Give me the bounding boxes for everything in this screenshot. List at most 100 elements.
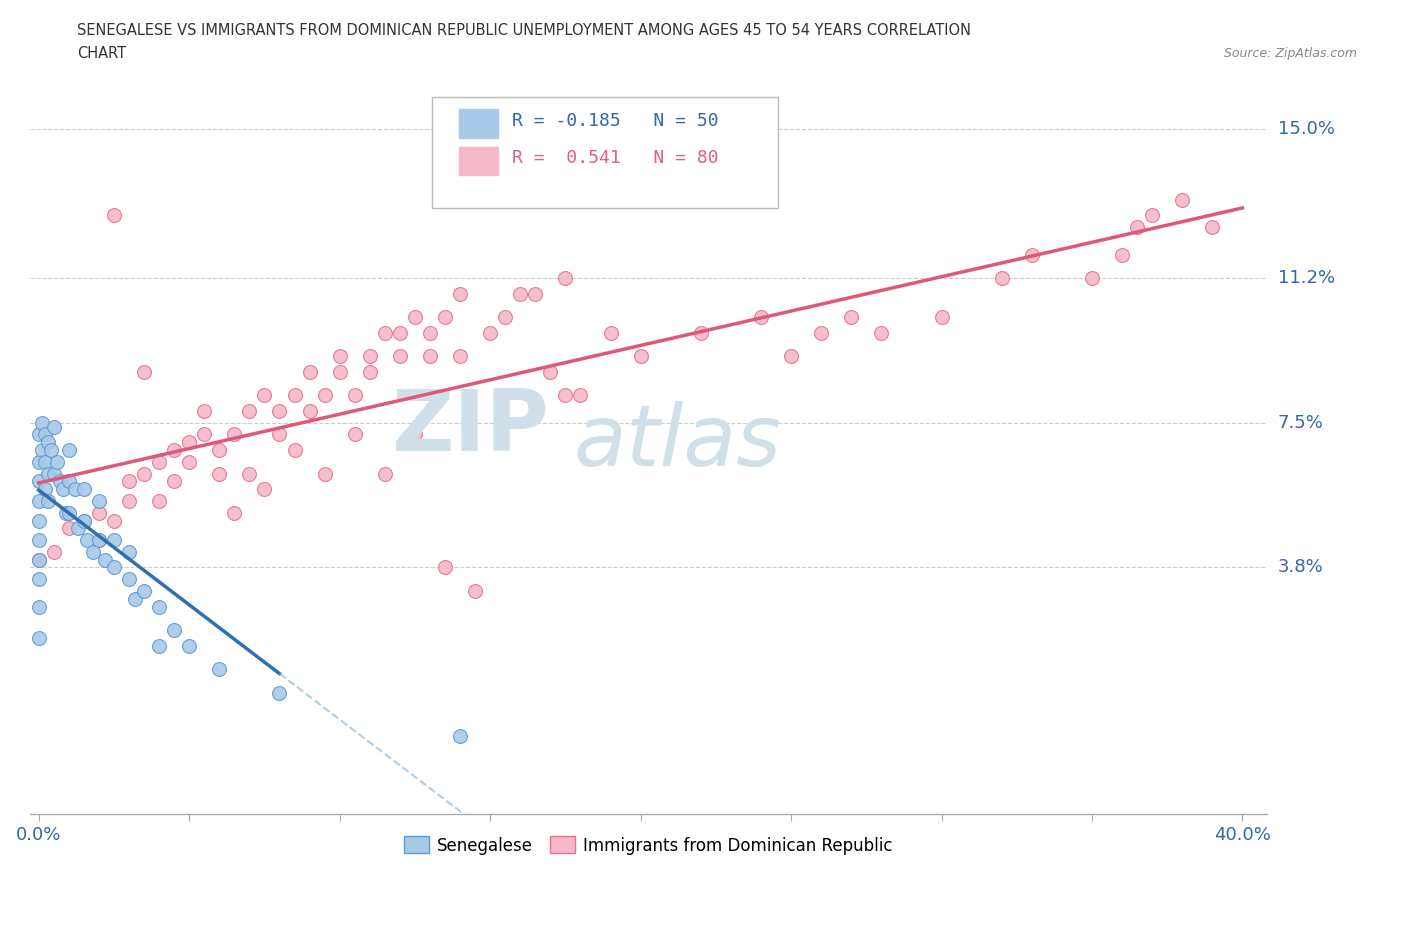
Point — [193, 427, 215, 442]
Point — [42, 544, 65, 559]
Point — [124, 591, 146, 606]
Text: atlas: atlas — [574, 401, 782, 484]
Point — [87, 533, 110, 548]
Point — [208, 661, 231, 676]
Point — [55, 505, 77, 520]
Point — [118, 494, 141, 509]
Point — [28, 631, 51, 645]
Point — [28, 572, 51, 587]
Point — [298, 365, 321, 379]
Point — [28, 427, 51, 442]
Point — [569, 388, 592, 403]
Text: 7.5%: 7.5% — [1278, 414, 1323, 432]
Point — [343, 427, 366, 442]
Point — [314, 388, 336, 403]
Point — [118, 572, 141, 587]
Point — [208, 466, 231, 481]
Point — [509, 286, 531, 301]
Point — [37, 494, 59, 509]
Point — [269, 404, 291, 418]
Point — [34, 482, 56, 497]
Point — [49, 474, 72, 489]
Point — [388, 349, 411, 364]
Point — [810, 326, 832, 340]
Point — [34, 427, 56, 442]
Point — [749, 310, 772, 325]
Point — [780, 349, 803, 364]
Text: Source: ZipAtlas.com: Source: ZipAtlas.com — [1223, 46, 1357, 60]
Point — [28, 552, 51, 567]
Point — [28, 455, 51, 470]
Point — [359, 349, 381, 364]
Point — [87, 494, 110, 509]
Point — [269, 685, 291, 700]
Point — [76, 533, 98, 548]
Point — [39, 443, 62, 458]
Point — [1021, 247, 1043, 262]
Point — [494, 310, 516, 325]
Point — [45, 455, 67, 470]
Point — [404, 310, 426, 325]
Point — [224, 427, 246, 442]
Point — [419, 326, 441, 340]
Point — [404, 427, 426, 442]
Point — [103, 513, 125, 528]
Bar — [458, 110, 499, 138]
Point — [359, 365, 381, 379]
Point — [1111, 247, 1133, 262]
Point — [224, 505, 246, 520]
Point — [28, 494, 51, 509]
Point — [554, 271, 576, 286]
Point — [1140, 208, 1163, 223]
Point — [179, 638, 201, 653]
Point — [37, 435, 59, 450]
Point — [479, 326, 502, 340]
Point — [132, 466, 155, 481]
Point — [58, 474, 80, 489]
Point — [990, 271, 1012, 286]
Point — [87, 505, 110, 520]
Point — [193, 404, 215, 418]
Point — [82, 544, 104, 559]
Point — [253, 482, 276, 497]
Point — [34, 455, 56, 470]
Point — [179, 455, 201, 470]
Point — [73, 482, 96, 497]
Point — [58, 443, 80, 458]
Point — [31, 443, 53, 458]
Point — [343, 388, 366, 403]
Point — [374, 466, 396, 481]
Text: 15.0%: 15.0% — [1278, 121, 1334, 139]
Point — [94, 552, 117, 567]
Point — [434, 310, 457, 325]
Point — [52, 482, 75, 497]
Point — [269, 427, 291, 442]
Point — [388, 326, 411, 340]
Text: 11.2%: 11.2% — [1278, 269, 1334, 287]
Point — [28, 513, 51, 528]
Text: R = -0.185   N = 50: R = -0.185 N = 50 — [512, 112, 718, 129]
Point — [179, 435, 201, 450]
Text: ZIP: ZIP — [391, 386, 550, 469]
Point — [839, 310, 862, 325]
Point — [554, 388, 576, 403]
Point — [163, 474, 186, 489]
Point — [238, 404, 260, 418]
Point — [374, 326, 396, 340]
Point — [689, 326, 711, 340]
Point — [118, 544, 141, 559]
Point — [42, 466, 65, 481]
Point — [148, 494, 170, 509]
Point — [1201, 219, 1223, 234]
Point — [31, 416, 53, 431]
Point — [28, 533, 51, 548]
Point — [148, 455, 170, 470]
Point — [118, 474, 141, 489]
Text: R =  0.541   N = 80: R = 0.541 N = 80 — [512, 149, 718, 166]
Point — [419, 349, 441, 364]
Point — [870, 326, 893, 340]
Text: SENEGALESE VS IMMIGRANTS FROM DOMINICAN REPUBLIC UNEMPLOYMENT AMONG AGES 45 TO 5: SENEGALESE VS IMMIGRANTS FROM DOMINICAN … — [77, 23, 972, 38]
Point — [103, 208, 125, 223]
Point — [253, 388, 276, 403]
Point — [58, 521, 80, 536]
